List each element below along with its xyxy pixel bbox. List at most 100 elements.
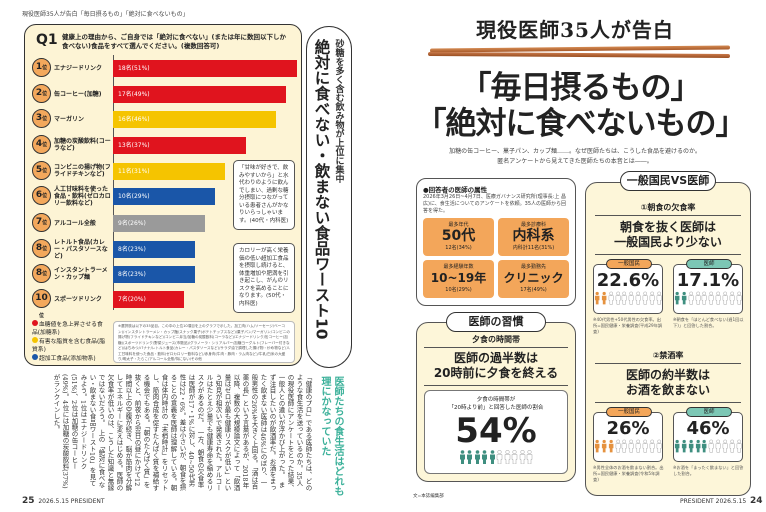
person-icon xyxy=(615,439,621,453)
stat-percent: 26% xyxy=(606,418,650,439)
person-icon xyxy=(628,291,634,305)
footer-left: 25 2026.5.15 PRESIDENT xyxy=(22,496,105,506)
person-icon xyxy=(702,291,708,305)
person-icon xyxy=(649,291,655,305)
legend-label: 有害な脂質を含む食品(脂質系) xyxy=(32,339,106,353)
category-label: 人工甘味料を使った食品・飲料(ゼロカロリー飲料など) xyxy=(54,185,111,207)
attributes-text: 2026年3月26日~4月7日、医療ガバナンス研究所(理事長:上 昌広)に、食生… xyxy=(423,194,567,214)
side-subtitle: 砂糖を多く含む飲み物が上位に集中 xyxy=(333,39,344,183)
divider xyxy=(595,402,741,403)
category-label: アルコール全般 xyxy=(54,219,96,227)
stat-percent: 22.6% xyxy=(596,270,660,291)
category-label: レトルト食品(カレー・パスタソースなど) xyxy=(54,238,108,260)
bar-value-label: 18名(51%) xyxy=(118,65,150,72)
person-icon xyxy=(688,439,694,453)
chart-legend: 血糖値を急上昇させる食品(加糖系) 有害な脂質を含む食品(脂質系) 超加工食品(… xyxy=(32,320,107,363)
chopstick-image xyxy=(427,51,731,59)
article-headline: 医師たちの食生活はどれも理にかなっていた xyxy=(319,376,343,496)
legend-item: 有害な脂質を含む食品(脂質系) xyxy=(32,337,107,354)
chart-row: 8位 インスタントラーメン・カップ麺 8名(23%) xyxy=(28,263,298,285)
person-icon xyxy=(642,291,648,305)
people-icons xyxy=(674,439,742,453)
rank-badge: 7位 xyxy=(32,213,51,232)
category-label: エナジードリンク xyxy=(54,64,103,72)
habit-stat-card: 夕食の時間帯が 「20時より前」と回答した医師の割合 54% xyxy=(424,390,568,474)
lead-text: 加糖の缶コーヒー、菓子パン、カップ麺……。なぜ医師たちは、こうした食品を避けるの… xyxy=(420,147,730,167)
person-icon xyxy=(615,291,621,305)
person-icon xyxy=(608,439,614,453)
bar-value-label: 9名(26%) xyxy=(118,220,146,227)
title-line: 「毎日摂るもの」 xyxy=(460,70,702,106)
lead-line: 加糖の缶コーヒー、菓子パン、カップ麺……。なぜ医師たちは、こうした食品を避けるの… xyxy=(449,148,701,155)
person-icon xyxy=(715,291,721,305)
people-icons xyxy=(594,439,662,453)
question-number: Q1 xyxy=(36,32,58,48)
person-icon xyxy=(459,450,465,464)
lead-line: 匿名アンケートから見えてきた医師たちの本音とは――。 xyxy=(497,158,653,165)
vs-headline: 朝食を抜く医師は 一般国民より少ない xyxy=(614,220,722,249)
person-icon xyxy=(695,439,700,453)
legend-dot-red xyxy=(32,320,38,326)
person-icon xyxy=(649,439,655,453)
callout-quote-1: 「甘味が好きで、飲みやすいから」と水代わりのように飲んでしまい、過剰な糖分摂取に… xyxy=(233,160,295,230)
chart-row: 5位 コンビニの揚げ物(フライドチキンなど) 11名(31%) xyxy=(28,160,298,182)
stat-card: 一般国民 22.6% xyxy=(593,259,663,314)
person-icon xyxy=(512,450,518,464)
person-icon xyxy=(594,291,600,305)
rank-badge: 3位 xyxy=(32,109,51,128)
bar-9: 8名(23%) xyxy=(113,266,195,283)
category-label: スポーツドリンク xyxy=(54,295,102,303)
person-icon xyxy=(681,439,687,453)
bar-value-label: 13名(37%) xyxy=(118,142,150,149)
running-header: 現役医師35人が告白「毎日摂るもの」「絶対に食べないもの」 xyxy=(22,11,189,18)
person-icon xyxy=(681,291,687,305)
person-icon xyxy=(708,439,714,453)
divider xyxy=(424,385,568,386)
person-icon xyxy=(688,291,694,305)
chart-footnote: ※選択肢は以下の35品目。この中の上位10項目を上のグラフで示した。加工肉(ハム… xyxy=(113,321,295,363)
person-icon xyxy=(635,439,641,453)
vs-headline: 医師の約半数は お酒を飲まない xyxy=(625,368,710,397)
habit-subtitle: 夕食の時間帯 xyxy=(472,335,520,344)
chart-row: 8位 レトルト食品(カレー・パスタソースなど) 8名(23%) xyxy=(28,238,298,260)
attributes-heading: ●回答者の医師の属性 xyxy=(423,186,488,194)
legend-item: 血糖値を急上昇させる食品(加糖系) xyxy=(32,320,107,337)
stat-card: 医師 17.1% xyxy=(673,259,743,314)
page-title: 「毎日摂るもの」 「絶対に食べないもの」 xyxy=(395,70,766,142)
side-title-panel: 砂糖を多く含む飲み物が上位に集中 絶対に食べない・飲まない食品ワースト10 xyxy=(306,26,352,368)
bar-10: 7名(20%) xyxy=(113,291,185,308)
bar-8: 8名(23%) xyxy=(113,241,195,258)
habit-headline: 医師の過半数は 20時前に夕食を終える xyxy=(433,351,559,380)
person-icon xyxy=(722,291,728,305)
page-number: 25 xyxy=(22,496,35,506)
legend-label: 血糖値を急上昇させる食品(加糖系) xyxy=(32,322,103,336)
stat-percent: 46% xyxy=(686,418,730,439)
chart-row: 3位 マーガリン 16名(46%) xyxy=(28,108,298,130)
callout-quote-2: カロリーが高く栄養価の低い超加工食品を摂取し続けると、体重増加や肥満を引き起こし… xyxy=(233,243,295,313)
attribute-card: 最多経験年数 10~19年 10名(29%) xyxy=(423,260,494,298)
divider xyxy=(595,215,741,216)
bar-value-label: 10名(29%) xyxy=(118,193,150,200)
person-icon xyxy=(736,439,742,453)
person-icon xyxy=(656,291,662,305)
category-label: 加糖の炭酸飲料(コーラなど) xyxy=(54,138,111,152)
stat-note: ※40代男性+50代男性の欠食率。出所=国民健康・栄養調査(平成29年調査) xyxy=(593,317,663,334)
legend-dot-blue xyxy=(32,354,38,360)
person-icon xyxy=(504,450,510,464)
chart-row: 2位 缶コーヒー(加糖) 17名(49%) xyxy=(28,83,298,105)
legend-label: 超加工食品(添加物系) xyxy=(39,356,96,362)
stat-note: ※男性全体のお酒を飲まない割合。出所=国民健康・栄養調査(令和5年調査) xyxy=(593,465,664,482)
rank-badge: 4位 xyxy=(32,135,51,154)
divider xyxy=(595,254,741,255)
page-number: 24 xyxy=(750,496,763,506)
bar-1: 18名(51%) xyxy=(113,60,297,77)
habit-pill: 医師の習慣 xyxy=(446,312,546,332)
stat-card: 医師 46% xyxy=(673,407,743,462)
article-body: 「健康のプロ」である医師たちは、どのような食生活を送っているのか。35人の現役医… xyxy=(52,374,312,491)
bar-value-label: 8名(23%) xyxy=(118,271,146,278)
person-icon xyxy=(715,439,721,453)
person-icon xyxy=(635,291,641,305)
divider xyxy=(424,347,568,348)
bar-6: 10名(29%) xyxy=(113,188,215,205)
chart-axis xyxy=(113,55,114,310)
